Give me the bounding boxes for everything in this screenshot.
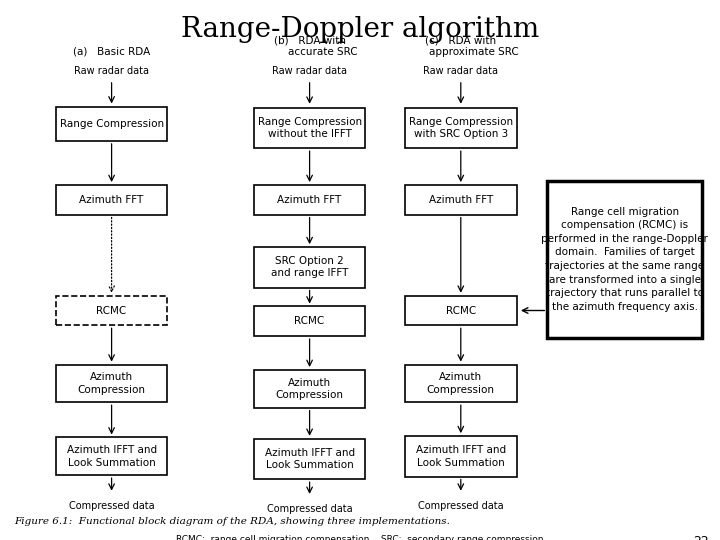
Text: (c)   RDA with
        approximate SRC: (c) RDA with approximate SRC: [403, 35, 518, 57]
FancyBboxPatch shape: [405, 185, 517, 214]
FancyBboxPatch shape: [253, 247, 365, 287]
FancyBboxPatch shape: [56, 437, 167, 475]
Text: Figure 6.1:  Functional block diagram of the RDA, showing three implementations.: Figure 6.1: Functional block diagram of …: [14, 517, 450, 526]
Text: Range Compression: Range Compression: [60, 119, 163, 129]
Text: Compressed data: Compressed data: [418, 501, 503, 511]
Text: Azimuth IFFT and
Look Summation: Azimuth IFFT and Look Summation: [264, 448, 355, 470]
Text: Range Compression
with SRC Option 3: Range Compression with SRC Option 3: [409, 117, 513, 139]
Text: Azimuth IFFT and
Look Summation: Azimuth IFFT and Look Summation: [415, 445, 506, 468]
Text: Azimuth IFFT and
Look Summation: Azimuth IFFT and Look Summation: [66, 445, 157, 468]
Text: Range-Doppler algorithm: Range-Doppler algorithm: [181, 16, 539, 43]
Text: (a)   Basic RDA: (a) Basic RDA: [73, 46, 150, 57]
Text: Azimuth FFT: Azimuth FFT: [277, 195, 342, 205]
Text: RCMC: RCMC: [446, 306, 476, 315]
Text: Compressed data: Compressed data: [69, 501, 154, 511]
Text: Raw radar data: Raw radar data: [272, 65, 347, 76]
Text: Azimuth FFT: Azimuth FFT: [79, 195, 144, 205]
Text: Raw radar data: Raw radar data: [74, 65, 149, 76]
FancyBboxPatch shape: [405, 296, 517, 325]
Text: RCMC: RCMC: [294, 316, 325, 326]
Text: 22: 22: [693, 535, 709, 540]
Text: (b)   RDA with
        accurate SRC: (b) RDA with accurate SRC: [262, 35, 357, 57]
Text: Compressed data: Compressed data: [267, 504, 352, 514]
Text: Range cell migration
compensation (RCMC) is
performed in the range-Doppler
domai: Range cell migration compensation (RCMC)…: [541, 207, 708, 312]
FancyBboxPatch shape: [253, 108, 365, 148]
Text: Range Compression
without the IFFT: Range Compression without the IFFT: [258, 117, 361, 139]
FancyBboxPatch shape: [253, 370, 365, 408]
FancyBboxPatch shape: [56, 107, 167, 141]
FancyBboxPatch shape: [56, 296, 167, 325]
Text: RCMC: RCMC: [96, 306, 127, 315]
Text: RCMC:  range cell migration compensation    SRC:  secondary range compression: RCMC: range cell migration compensation …: [176, 535, 544, 540]
FancyBboxPatch shape: [405, 436, 517, 477]
Text: Azimuth FFT: Azimuth FFT: [428, 195, 493, 205]
FancyBboxPatch shape: [253, 306, 365, 336]
Text: Azimuth
Compression: Azimuth Compression: [276, 377, 343, 400]
Text: Azimuth
Compression: Azimuth Compression: [78, 372, 145, 395]
FancyBboxPatch shape: [547, 181, 702, 338]
FancyBboxPatch shape: [253, 185, 365, 214]
FancyBboxPatch shape: [405, 108, 517, 148]
FancyBboxPatch shape: [405, 364, 517, 402]
Text: Azimuth
Compression: Azimuth Compression: [427, 372, 495, 395]
FancyBboxPatch shape: [253, 438, 365, 480]
FancyBboxPatch shape: [56, 364, 167, 402]
FancyBboxPatch shape: [56, 185, 167, 214]
Text: SRC Option 2
and range IFFT: SRC Option 2 and range IFFT: [271, 256, 348, 279]
Text: Raw radar data: Raw radar data: [423, 65, 498, 76]
